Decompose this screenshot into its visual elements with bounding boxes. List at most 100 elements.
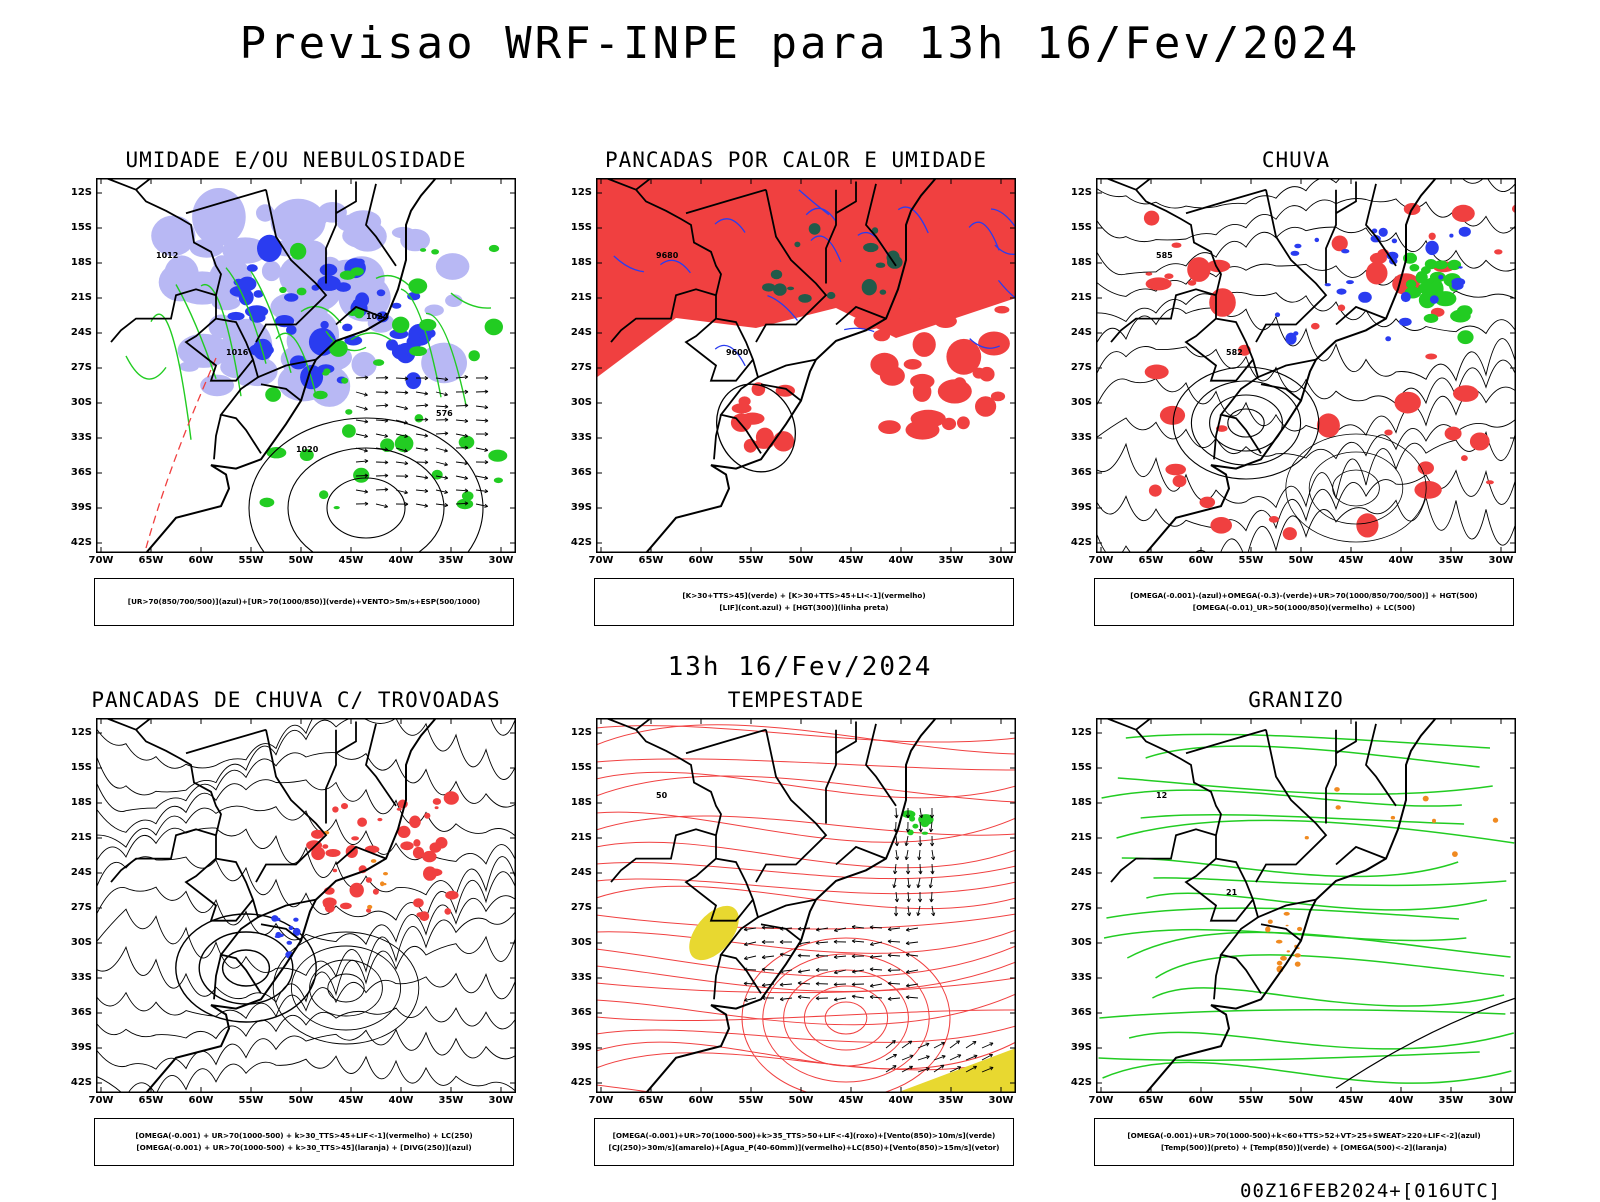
shaded-area-0 — [320, 321, 328, 329]
latitude-tick-label: 21S — [556, 832, 592, 843]
shaded-area-5 — [1493, 818, 1498, 823]
longitude-tick-label: 45W — [336, 555, 366, 566]
shaded-area-0 — [420, 248, 426, 252]
valid-time-title: 13h 16/Fev/2024 — [0, 652, 1600, 682]
shaded-area-1 — [773, 431, 794, 451]
shaded-area-0 — [400, 229, 430, 251]
wind-vector-0 — [356, 377, 368, 378]
shaded-area-0 — [345, 409, 352, 415]
shaded-area-1 — [978, 332, 1010, 356]
shaded-area-3 — [287, 941, 293, 945]
shaded-area-3 — [322, 844, 328, 849]
shaded-area-2 — [1332, 236, 1348, 252]
shaded-area-1 — [876, 278, 906, 302]
shaded-area-0 — [469, 350, 480, 361]
shaded-area-2 — [1457, 305, 1473, 316]
latitude-tick-label: 30S — [1056, 397, 1092, 408]
shaded-area-2 — [1448, 260, 1462, 270]
legend-box: [OMEGA(-0.001)-(azul)+OMEGA(-0.3)-(verde… — [1094, 578, 1514, 626]
longitude-tick-label: 45W — [1336, 555, 1366, 566]
shaded-area-2 — [1285, 333, 1296, 345]
contour-value-label: 1024 — [366, 312, 389, 321]
longitude-tick-label: 40W — [1386, 555, 1416, 566]
panel-title: TEMPESTADE — [556, 688, 1036, 712]
shaded-area-5 — [1287, 950, 1290, 952]
shaded-area-1 — [994, 306, 1009, 314]
wind-vector-0 — [376, 462, 388, 463]
shaded-area-1 — [961, 279, 984, 295]
longitude-tick-label: 35W — [436, 1095, 466, 1106]
shaded-area-2 — [1149, 485, 1162, 497]
shaded-area-1 — [870, 353, 898, 376]
shaded-area-0 — [373, 359, 384, 366]
shaded-area-4 — [912, 824, 918, 829]
shaded-area-3 — [289, 926, 294, 930]
latitude-tick-label: 27S — [556, 902, 592, 913]
shaded-area-0 — [462, 491, 474, 500]
shaded-area-5 — [1277, 961, 1283, 966]
shaded-area-5 — [1336, 805, 1341, 809]
latitude-tick-label: 27S — [556, 362, 592, 373]
shaded-area-1 — [938, 379, 972, 403]
longitude-tick-label: 65W — [636, 555, 666, 566]
shaded-area-2 — [1458, 266, 1462, 268]
longitude-tick-label: 60W — [1186, 555, 1216, 566]
shaded-area-0 — [284, 293, 298, 302]
forecast-map — [96, 718, 516, 1093]
latitude-tick-label: 27S — [1056, 362, 1092, 373]
shaded-area-0 — [409, 346, 427, 356]
contour-value-label: 9600 — [726, 348, 749, 357]
shaded-area-3 — [333, 869, 337, 873]
shaded-area-3 — [274, 918, 280, 922]
longitude-tick-label: 30W — [486, 1095, 516, 1106]
shaded-area-3 — [424, 813, 430, 819]
shaded-area-2 — [1311, 323, 1320, 330]
shaded-area-0 — [352, 352, 377, 377]
shaded-area-2 — [1418, 461, 1434, 474]
shaded-area-2 — [1452, 281, 1464, 290]
longitude-tick-label: 45W — [836, 555, 866, 566]
shaded-area-0 — [151, 216, 195, 257]
shaded-area-2 — [1457, 330, 1473, 344]
shaded-area-2 — [1358, 292, 1372, 303]
latitude-tick-label: 21S — [1056, 832, 1092, 843]
shaded-area-1 — [863, 243, 878, 252]
shaded-area-5 — [1423, 796, 1429, 802]
longitude-tick-label: 65W — [136, 1095, 166, 1106]
panel-title: UMIDADE E/OU NEBULOSIDADE — [56, 148, 536, 172]
wind-vector-0 — [376, 489, 388, 490]
legend-line: [UR>70(850/700/500)](azul)+[UR>70(1000/8… — [95, 596, 513, 608]
main-title: Previsao WRF-INPE para 13h 16/Fev/2024 — [0, 18, 1600, 69]
legend-line: [LIF](cont.azul) + [HGT(300)](linha pret… — [595, 602, 1013, 614]
shaded-area-0 — [436, 253, 470, 280]
shaded-area-3 — [377, 818, 382, 821]
contour-value-label: 576 — [436, 409, 453, 418]
shaded-area-0 — [494, 478, 503, 484]
shaded-area-2 — [1453, 385, 1479, 402]
shaded-area-0 — [322, 372, 329, 376]
shaded-area-2 — [1269, 516, 1279, 523]
shaded-area-0 — [279, 287, 286, 293]
shaded-area-1 — [762, 283, 775, 291]
shaded-area-3 — [340, 903, 352, 910]
shaded-area-3 — [413, 847, 424, 859]
shaded-area-3 — [293, 918, 298, 922]
latitude-tick-label: 33S — [556, 432, 592, 443]
latitude-tick-label: 12S — [56, 187, 92, 198]
longitude-tick-label: 65W — [636, 1095, 666, 1106]
longitude-tick-label: 55W — [1236, 1095, 1266, 1106]
latitude-tick-label: 24S — [556, 867, 592, 878]
shaded-area-1 — [911, 410, 946, 428]
legend-box: [OMEGA(-0.001) + UR>70(1000-500) + k>30_… — [94, 1118, 514, 1166]
shaded-area-1 — [876, 263, 886, 268]
latitude-tick-label: 39S — [1056, 502, 1092, 513]
longitude-tick-label: 45W — [1336, 1095, 1366, 1106]
shaded-area-0 — [386, 339, 398, 350]
longitude-tick-label: 60W — [186, 1095, 216, 1106]
longitude-tick-label: 30W — [986, 1095, 1016, 1106]
longitude-tick-label: 50W — [1286, 1095, 1316, 1106]
